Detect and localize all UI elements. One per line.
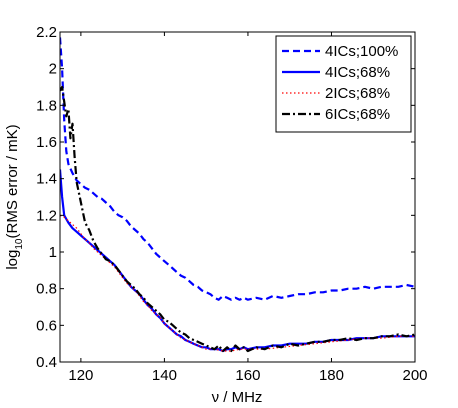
series-line-1 xyxy=(60,37,415,301)
x-tick-label: 200 xyxy=(402,367,427,384)
x-tick-label: 160 xyxy=(235,367,260,384)
y-tick-label: 2 xyxy=(49,61,57,78)
y-tick-label: 2.2 xyxy=(36,24,57,41)
y-tick-label: 1 xyxy=(49,244,57,261)
legend: 4ICs;100% 4ICs;68% 2ICs;68% 6ICs;68% xyxy=(275,35,412,133)
y-tick-label: 1.4 xyxy=(36,171,57,188)
y-axis-label: log10(RMS error / mK) xyxy=(4,124,25,269)
y-tick-label: 1.8 xyxy=(36,97,57,114)
legend-label: 2ICs;68% xyxy=(325,85,390,102)
axes-layer: 120 140 160 180 200 0.4 0.6 0.8 1 1.2 1.4 1.6 1.8 2 2.… xyxy=(36,24,427,384)
x-axis-label: ν / MHz xyxy=(212,389,263,406)
x-tick-label: 180 xyxy=(319,367,344,384)
series-line-4 xyxy=(60,85,415,353)
x-tick-label: 120 xyxy=(68,367,93,384)
legend-label: 4ICs;100% xyxy=(325,43,398,60)
y-tick-label: 0.8 xyxy=(36,281,57,298)
series-layer xyxy=(60,37,415,353)
x-tick-label: 140 xyxy=(152,367,177,384)
y-tick-label: 0.6 xyxy=(36,317,57,334)
y-tick-label: 1.6 xyxy=(36,134,57,151)
legend-label: 6ICs;68% xyxy=(325,106,390,123)
y-tick-label: 0.4 xyxy=(36,354,57,371)
plot-frame xyxy=(59,31,416,363)
legend-label: 4ICs;68% xyxy=(325,64,390,81)
y-tick-label: 1.2 xyxy=(36,207,57,224)
series-line-3 xyxy=(60,214,415,352)
